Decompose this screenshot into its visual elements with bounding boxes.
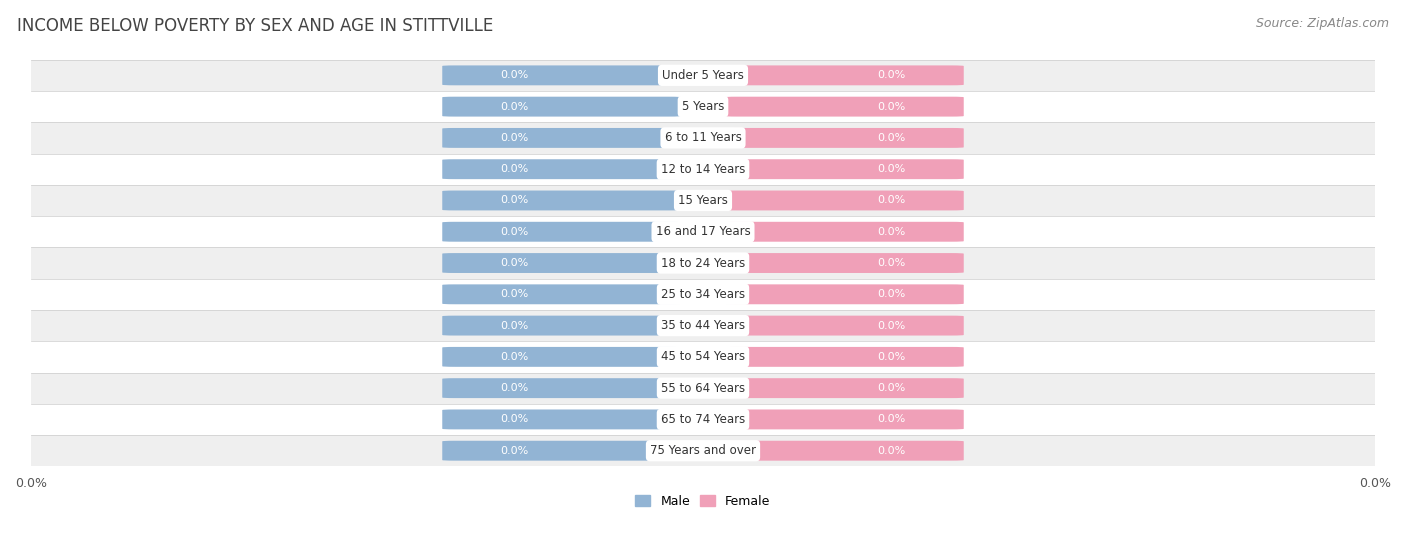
FancyBboxPatch shape xyxy=(724,191,963,210)
Bar xyxy=(31,435,1375,466)
FancyBboxPatch shape xyxy=(724,97,963,117)
FancyBboxPatch shape xyxy=(724,440,963,461)
Text: 5 Years: 5 Years xyxy=(682,100,724,113)
Text: 45 to 54 Years: 45 to 54 Years xyxy=(661,350,745,363)
Text: 55 to 64 Years: 55 to 64 Years xyxy=(661,382,745,395)
Text: 0.0%: 0.0% xyxy=(501,164,529,174)
FancyBboxPatch shape xyxy=(443,191,682,210)
FancyBboxPatch shape xyxy=(724,285,963,304)
FancyBboxPatch shape xyxy=(724,347,963,367)
Text: 0.0%: 0.0% xyxy=(877,446,905,456)
Bar xyxy=(31,310,1375,341)
Text: 0.0%: 0.0% xyxy=(877,383,905,393)
Text: 0.0%: 0.0% xyxy=(877,196,905,206)
Text: 0.0%: 0.0% xyxy=(877,70,905,80)
FancyBboxPatch shape xyxy=(443,410,682,429)
FancyBboxPatch shape xyxy=(724,316,963,335)
Text: 0.0%: 0.0% xyxy=(501,70,529,80)
Bar xyxy=(31,154,1375,185)
Bar xyxy=(31,248,1375,279)
Bar xyxy=(31,185,1375,216)
Legend: Male, Female: Male, Female xyxy=(630,490,776,513)
Text: 12 to 14 Years: 12 to 14 Years xyxy=(661,163,745,176)
Text: 0.0%: 0.0% xyxy=(877,133,905,143)
Bar xyxy=(31,372,1375,404)
Text: 0.0%: 0.0% xyxy=(501,102,529,112)
FancyBboxPatch shape xyxy=(724,159,963,179)
Text: 35 to 44 Years: 35 to 44 Years xyxy=(661,319,745,332)
Text: 0.0%: 0.0% xyxy=(877,164,905,174)
Text: Under 5 Years: Under 5 Years xyxy=(662,69,744,82)
Bar xyxy=(31,341,1375,372)
Text: INCOME BELOW POVERTY BY SEX AND AGE IN STITTVILLE: INCOME BELOW POVERTY BY SEX AND AGE IN S… xyxy=(17,17,494,35)
Text: Source: ZipAtlas.com: Source: ZipAtlas.com xyxy=(1256,17,1389,30)
Text: 15 Years: 15 Years xyxy=(678,194,728,207)
Text: 18 to 24 Years: 18 to 24 Years xyxy=(661,257,745,269)
Text: 0.0%: 0.0% xyxy=(877,290,905,299)
Bar xyxy=(31,122,1375,154)
Bar xyxy=(31,404,1375,435)
Text: 0.0%: 0.0% xyxy=(501,196,529,206)
Text: 0.0%: 0.0% xyxy=(501,446,529,456)
FancyBboxPatch shape xyxy=(443,285,682,304)
Text: 0.0%: 0.0% xyxy=(501,258,529,268)
Text: 0.0%: 0.0% xyxy=(501,321,529,330)
Text: 0.0%: 0.0% xyxy=(501,133,529,143)
Bar xyxy=(31,60,1375,91)
Text: 0.0%: 0.0% xyxy=(877,321,905,330)
Text: 0.0%: 0.0% xyxy=(501,290,529,299)
Text: 0.0%: 0.0% xyxy=(877,352,905,362)
FancyBboxPatch shape xyxy=(724,128,963,148)
Text: 0.0%: 0.0% xyxy=(877,258,905,268)
FancyBboxPatch shape xyxy=(724,253,963,273)
FancyBboxPatch shape xyxy=(443,159,682,179)
Text: 0.0%: 0.0% xyxy=(501,227,529,237)
FancyBboxPatch shape xyxy=(443,347,682,367)
FancyBboxPatch shape xyxy=(443,222,682,241)
Text: 0.0%: 0.0% xyxy=(877,102,905,112)
Text: 65 to 74 Years: 65 to 74 Years xyxy=(661,413,745,426)
Text: 0.0%: 0.0% xyxy=(877,414,905,424)
FancyBboxPatch shape xyxy=(443,378,682,398)
FancyBboxPatch shape xyxy=(443,253,682,273)
Bar xyxy=(31,279,1375,310)
Bar xyxy=(31,216,1375,248)
Text: 16 and 17 Years: 16 and 17 Years xyxy=(655,225,751,238)
FancyBboxPatch shape xyxy=(443,65,682,86)
FancyBboxPatch shape xyxy=(443,440,682,461)
Text: 6 to 11 Years: 6 to 11 Years xyxy=(665,131,741,144)
FancyBboxPatch shape xyxy=(724,378,963,398)
Text: 75 Years and over: 75 Years and over xyxy=(650,444,756,457)
Text: 0.0%: 0.0% xyxy=(501,383,529,393)
FancyBboxPatch shape xyxy=(443,316,682,335)
FancyBboxPatch shape xyxy=(724,222,963,241)
Text: 0.0%: 0.0% xyxy=(877,227,905,237)
Text: 0.0%: 0.0% xyxy=(501,352,529,362)
Text: 0.0%: 0.0% xyxy=(501,414,529,424)
FancyBboxPatch shape xyxy=(443,97,682,117)
Text: 25 to 34 Years: 25 to 34 Years xyxy=(661,288,745,301)
FancyBboxPatch shape xyxy=(724,65,963,86)
FancyBboxPatch shape xyxy=(724,410,963,429)
Bar xyxy=(31,91,1375,122)
FancyBboxPatch shape xyxy=(443,128,682,148)
